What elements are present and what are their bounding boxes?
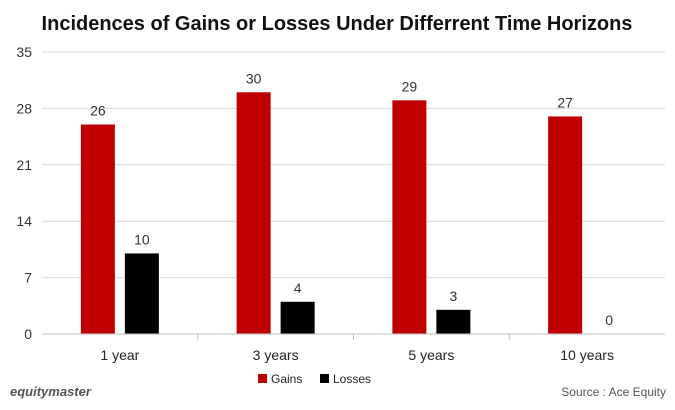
legend-label: Gains bbox=[271, 372, 302, 386]
data-label: 27 bbox=[557, 94, 573, 110]
legend-label: Losses bbox=[333, 372, 371, 386]
legend-swatch bbox=[320, 374, 329, 383]
data-labels: 26 10 30 4 29 3 27 0 bbox=[90, 70, 613, 328]
x-tick-label: 1 year bbox=[100, 347, 139, 363]
source-note: Source : Ace Equity bbox=[561, 385, 666, 399]
legend: Gains Losses bbox=[258, 372, 371, 386]
bar-losses bbox=[436, 309, 471, 334]
brand-logo: equitymaster bbox=[10, 384, 92, 399]
data-label: 0 bbox=[605, 312, 613, 328]
data-label: 26 bbox=[90, 103, 106, 119]
x-tick-label: 3 years bbox=[253, 347, 299, 363]
bar-gains bbox=[80, 124, 115, 334]
y-tick-label: 7 bbox=[24, 270, 32, 286]
y-tick-label: 21 bbox=[16, 157, 32, 173]
data-label: 29 bbox=[402, 78, 418, 94]
bar-gains bbox=[236, 92, 271, 335]
chart-title: Incidences of Gains or Losses Under Diff… bbox=[42, 13, 633, 35]
x-tick-label: 10 years bbox=[560, 347, 614, 363]
legend-item-losses: Losses bbox=[320, 372, 371, 386]
bar-losses bbox=[124, 253, 159, 334]
data-label: 4 bbox=[294, 280, 302, 296]
y-tick-label: 28 bbox=[16, 100, 32, 116]
y-tick-label: 0 bbox=[24, 326, 32, 342]
legend-item-gains: Gains bbox=[258, 372, 302, 386]
bar-gains bbox=[392, 100, 427, 334]
legend-swatch bbox=[258, 374, 267, 383]
axes: 0 7 14 21 28 35 1 year 3 years 5 years 10 years bbox=[16, 44, 665, 363]
y-tick-label: 35 bbox=[16, 44, 32, 60]
data-label: 10 bbox=[134, 231, 150, 247]
y-tick-label: 14 bbox=[16, 213, 32, 229]
bar-gains bbox=[548, 116, 583, 334]
x-tick-label: 5 years bbox=[408, 347, 454, 363]
bars bbox=[80, 92, 583, 335]
bar-losses bbox=[280, 301, 315, 334]
data-label: 30 bbox=[246, 70, 262, 86]
data-label: 3 bbox=[449, 288, 457, 304]
